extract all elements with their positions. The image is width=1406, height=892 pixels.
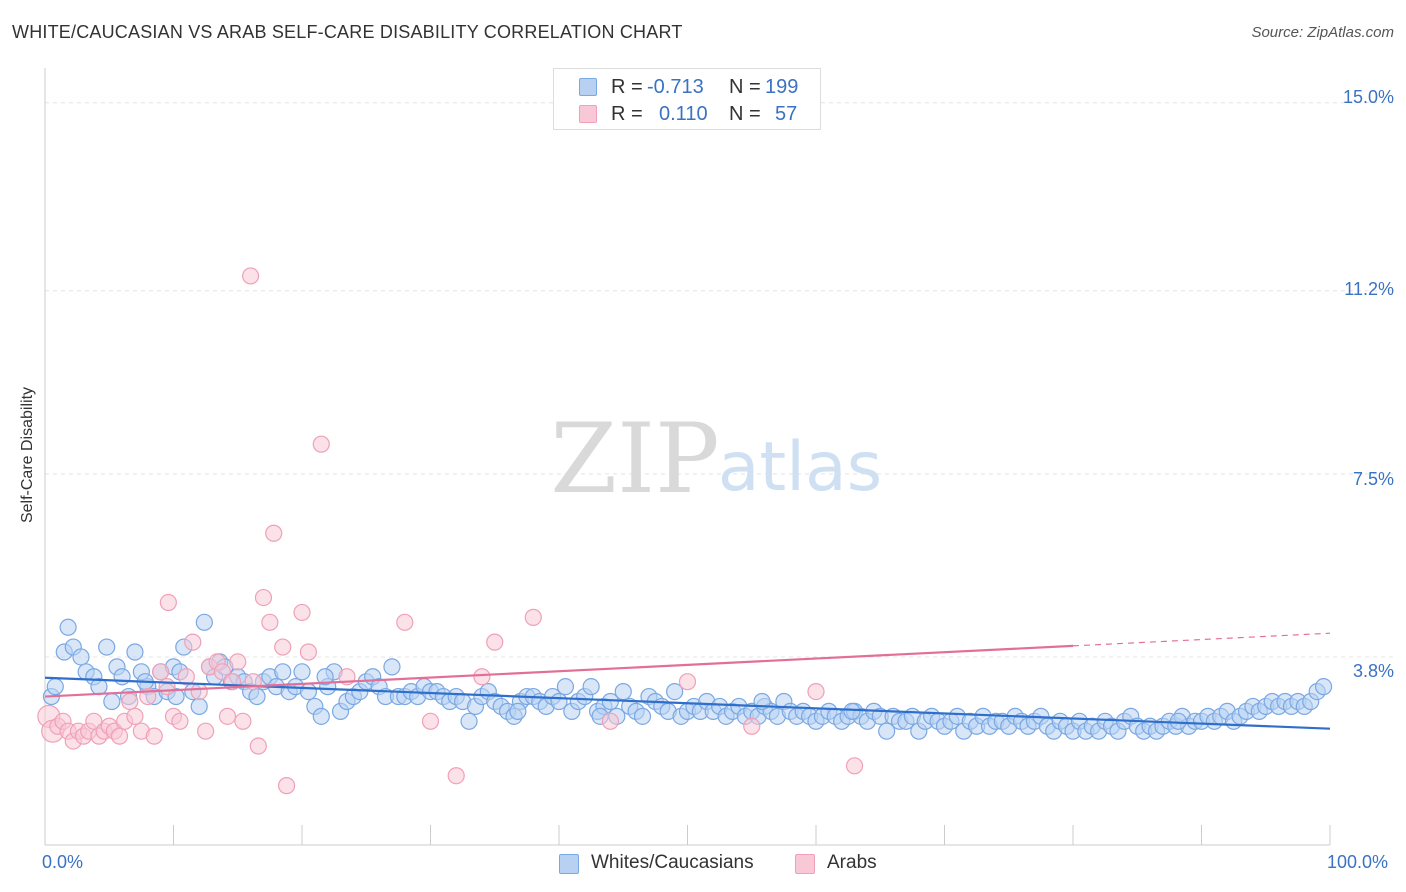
legend-n-label: N =	[729, 103, 761, 125]
legend-label: Arabs	[827, 852, 877, 873]
whites-point	[98, 638, 116, 656]
chart-source: Source: ZipAtlas.com	[1251, 24, 1394, 41]
arabs-point	[177, 668, 195, 686]
whites-point	[1169, 712, 1187, 730]
whites-point	[59, 618, 77, 636]
arabs-point	[218, 707, 237, 725]
whites-point	[556, 678, 575, 696]
watermark-zip: ZIP	[550, 403, 719, 515]
whites-point	[582, 678, 600, 696]
x-tick-label: 100.0%	[1327, 852, 1389, 872]
arabs-point	[197, 722, 215, 740]
arabs-point	[184, 633, 202, 651]
arabs-point	[421, 712, 440, 730]
arabs-point	[110, 727, 129, 745]
legend-r-value: -0.713	[647, 76, 704, 98]
arabs-trend-line-extension	[1072, 632, 1331, 647]
whites-point	[46, 678, 64, 696]
legend-r-value: 0.110	[659, 103, 708, 125]
whites-point	[274, 663, 292, 681]
arabs-point	[601, 712, 620, 730]
series-whites-points	[42, 613, 1333, 740]
correlation-legend: R = -0.713 N = 199 R = 0.110 N = 57	[553, 68, 821, 130]
whites-point	[312, 707, 330, 725]
trend-lines	[44, 632, 1331, 730]
arabs-point	[249, 737, 267, 755]
arabs-point	[126, 707, 144, 725]
whites-point	[113, 668, 131, 686]
y-tick-label: 7.5%	[1352, 469, 1394, 489]
whites-point	[72, 648, 90, 666]
arabs-point	[396, 613, 414, 631]
y-tick-label: 11.2%	[1344, 279, 1394, 299]
arabs-point	[145, 727, 163, 745]
whites-point	[878, 722, 896, 740]
arabs-point	[486, 633, 504, 651]
legend-swatch-blue	[559, 854, 579, 874]
whites-point	[293, 663, 311, 681]
arabs-point	[277, 777, 296, 795]
legend-n-label: N =	[729, 76, 761, 98]
watermark: ZIP atlas	[550, 403, 882, 515]
arabs-point	[159, 593, 177, 612]
arabs-point	[254, 588, 273, 607]
whites-point	[509, 702, 527, 720]
arabs-point	[265, 524, 283, 542]
legend-r-label: R =	[611, 103, 643, 125]
arabs-point	[171, 712, 189, 730]
arabs-trend-line	[44, 644, 1074, 698]
arabs-point	[261, 613, 279, 631]
arabs-point	[845, 757, 864, 775]
legend-swatch-pink	[579, 105, 597, 123]
arabs-point	[524, 608, 542, 626]
whites-point	[383, 658, 401, 676]
arabs-point	[299, 643, 318, 661]
y-tick-label: 15.0%	[1342, 87, 1394, 107]
arabs-point	[190, 682, 208, 701]
arabs-point	[229, 653, 247, 671]
legend-swatch-blue	[579, 78, 597, 96]
legend-n-value: 199	[765, 76, 799, 98]
whites-point	[843, 702, 861, 720]
whites-point	[195, 613, 213, 631]
series-arabs-points	[37, 267, 864, 795]
arabs-point	[234, 712, 252, 730]
whites-point	[248, 687, 266, 706]
whites-point	[666, 682, 684, 701]
whites-point	[103, 692, 121, 711]
whites-point	[126, 643, 144, 661]
arabs-point	[743, 717, 761, 735]
arabs-point	[121, 692, 139, 711]
y-tick-label: 3.8%	[1352, 661, 1394, 681]
legend-label: Whites/Caucasians	[591, 852, 754, 873]
legend-swatch-pink	[795, 854, 815, 874]
arabs-point	[807, 682, 825, 701]
whites-point	[190, 697, 208, 716]
watermark-atlas: atlas	[718, 428, 882, 507]
chart-title: WHITE/CAUCASIAN VS ARAB SELF-CARE DISABI…	[12, 22, 683, 42]
arabs-point	[447, 767, 465, 785]
legend-n-value: 57	[775, 103, 798, 125]
whites-point	[299, 682, 318, 701]
arabs-point	[678, 673, 697, 691]
whites-point	[460, 712, 478, 730]
arabs-point	[293, 603, 311, 622]
arabs-point	[213, 663, 231, 681]
arabs-point	[274, 638, 292, 656]
arabs-point	[152, 663, 170, 681]
arabs-point	[158, 678, 176, 696]
gridlines	[45, 102, 1395, 658]
x-tick-label: 0.0%	[42, 852, 84, 872]
whites-point	[614, 682, 632, 701]
whites-point	[633, 707, 652, 725]
arabs-point	[242, 267, 260, 285]
arabs-point	[473, 668, 491, 686]
whites-point	[316, 668, 334, 686]
whites-point	[1314, 678, 1333, 696]
arabs-point	[312, 435, 330, 453]
legend-r-label: R =	[611, 76, 643, 98]
